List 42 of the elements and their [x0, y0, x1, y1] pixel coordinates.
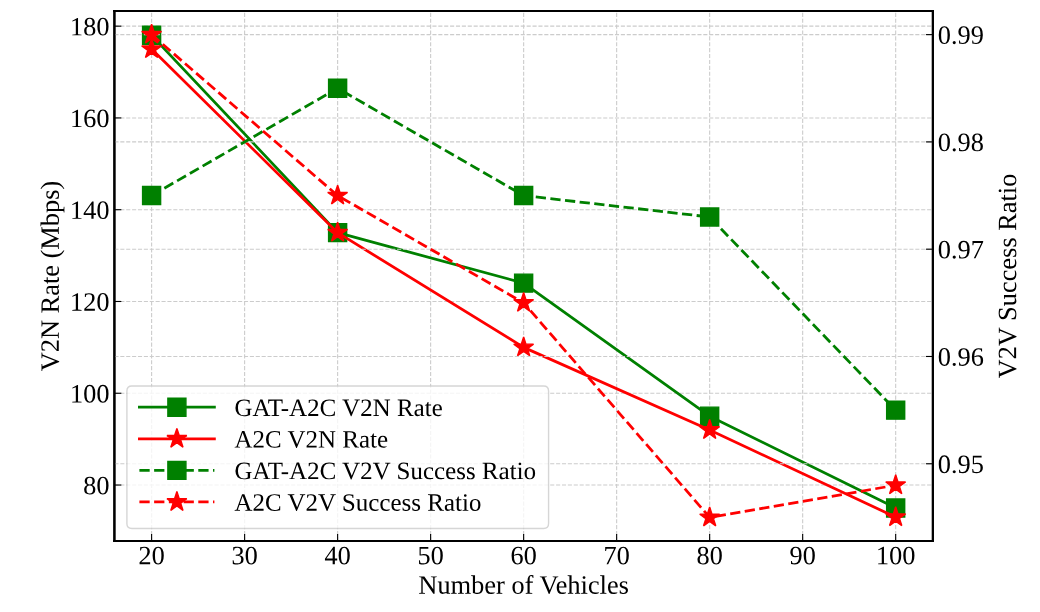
y2-tick-label: 0.95	[938, 455, 983, 474]
legend-label: A2C V2V Success Ratio	[234, 494, 481, 512]
legend-label: GAT-A2C V2V Success Ratio	[235, 462, 536, 480]
point	[327, 184, 349, 205]
y2-tick-label: 0.99	[938, 26, 983, 45]
y-tick-label: 140	[72, 201, 109, 220]
point	[699, 418, 721, 440]
y2-tick-label: 0.97	[938, 240, 984, 259]
point	[699, 406, 720, 426]
x-tick-label: 70	[605, 546, 629, 565]
x-tick-label: 30	[232, 546, 257, 565]
x-tick-label: 100	[878, 546, 915, 565]
y2-axis-title: V2V Success Ratio	[998, 174, 1017, 379]
legend-label: GAT-A2C V2N Rate	[235, 399, 442, 417]
y-axis-title: V2N Rate (Mbps)	[40, 181, 65, 371]
x-tick-label: 80	[697, 546, 722, 565]
point	[141, 185, 162, 206]
y-tick-label: 180	[72, 17, 109, 36]
point	[699, 207, 720, 227]
point	[327, 78, 348, 98]
point	[513, 273, 534, 293]
point	[141, 37, 163, 59]
point	[513, 291, 535, 312]
x-tick-label: 90	[790, 546, 815, 565]
legend-label: A2C V2N Rate	[234, 430, 388, 448]
y-tick-label: 100	[72, 384, 109, 403]
point	[513, 185, 534, 206]
y2-tick-label: 0.98	[938, 133, 983, 152]
y2-tick-label: 0.96	[938, 348, 984, 367]
y-tick-label: 120	[72, 293, 109, 311]
x-tick-label: 50	[418, 546, 443, 565]
y-tick-label: 80	[84, 476, 109, 495]
x-tick-label: 60	[511, 546, 536, 565]
x-axis-title: Number of Vehicles	[419, 575, 628, 595]
point	[885, 400, 906, 420]
point	[885, 506, 907, 527]
point	[885, 474, 907, 495]
point	[699, 506, 721, 527]
y-tick-label: 160	[72, 109, 109, 128]
point	[513, 336, 535, 357]
x-tick-label: 40	[324, 546, 350, 565]
x-tick-label: 20	[139, 546, 164, 565]
